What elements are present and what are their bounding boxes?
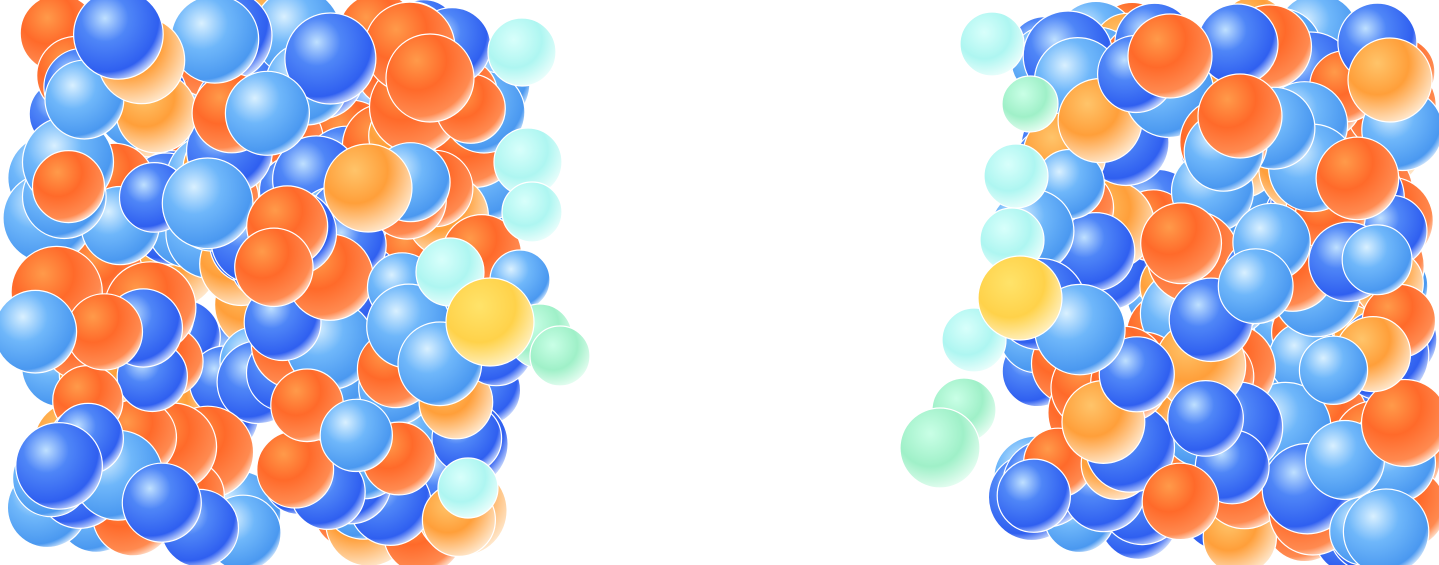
- sky-sphere: [1341, 224, 1413, 296]
- mint-sphere: [1001, 75, 1059, 133]
- orange-sphere: [1127, 13, 1213, 99]
- cyan-sphere: [487, 17, 557, 87]
- blue-sphere: [121, 462, 202, 543]
- left-slab: [0, 0, 591, 565]
- sky-sphere: [1298, 335, 1369, 405]
- cyan-sphere: [983, 143, 1049, 209]
- blue-sphere: [284, 12, 377, 105]
- sky-sphere: [224, 70, 310, 156]
- orange-sphere: [1360, 378, 1439, 468]
- cyan-sphere: [959, 11, 1025, 77]
- blue-sphere: [1167, 380, 1244, 457]
- blue-sphere: [73, 0, 164, 80]
- sky-sphere: [161, 157, 254, 250]
- blue-sphere: [996, 458, 1072, 533]
- blue-sphere: [1098, 336, 1175, 413]
- orange-sphere: [31, 150, 106, 224]
- sky-sphere: [1217, 248, 1294, 325]
- orange-sphere: [1197, 73, 1283, 159]
- orange-sphere: [65, 293, 144, 371]
- cyan-sphere: [437, 457, 499, 519]
- sky-sphere: [0, 289, 78, 374]
- amber-sphere: [323, 143, 413, 233]
- sky-sphere: [319, 398, 393, 473]
- sky-sphere: [1342, 488, 1430, 565]
- sky-sphere: [170, 0, 260, 84]
- orange-sphere: [234, 227, 314, 308]
- orange-sphere: [1141, 462, 1220, 541]
- orange-sphere: [385, 33, 475, 123]
- amber-sphere: [1347, 37, 1433, 123]
- yellow-sphere: [977, 255, 1063, 341]
- mint-sphere: [529, 325, 591, 387]
- yellow-sphere: [445, 277, 535, 367]
- mint-sphere: [899, 407, 981, 489]
- cyan-sphere: [501, 181, 563, 243]
- blue-sphere: [15, 422, 103, 510]
- right-slab: [899, 0, 1439, 565]
- orange-sphere: [1140, 202, 1223, 285]
- orange-sphere: [1315, 136, 1400, 221]
